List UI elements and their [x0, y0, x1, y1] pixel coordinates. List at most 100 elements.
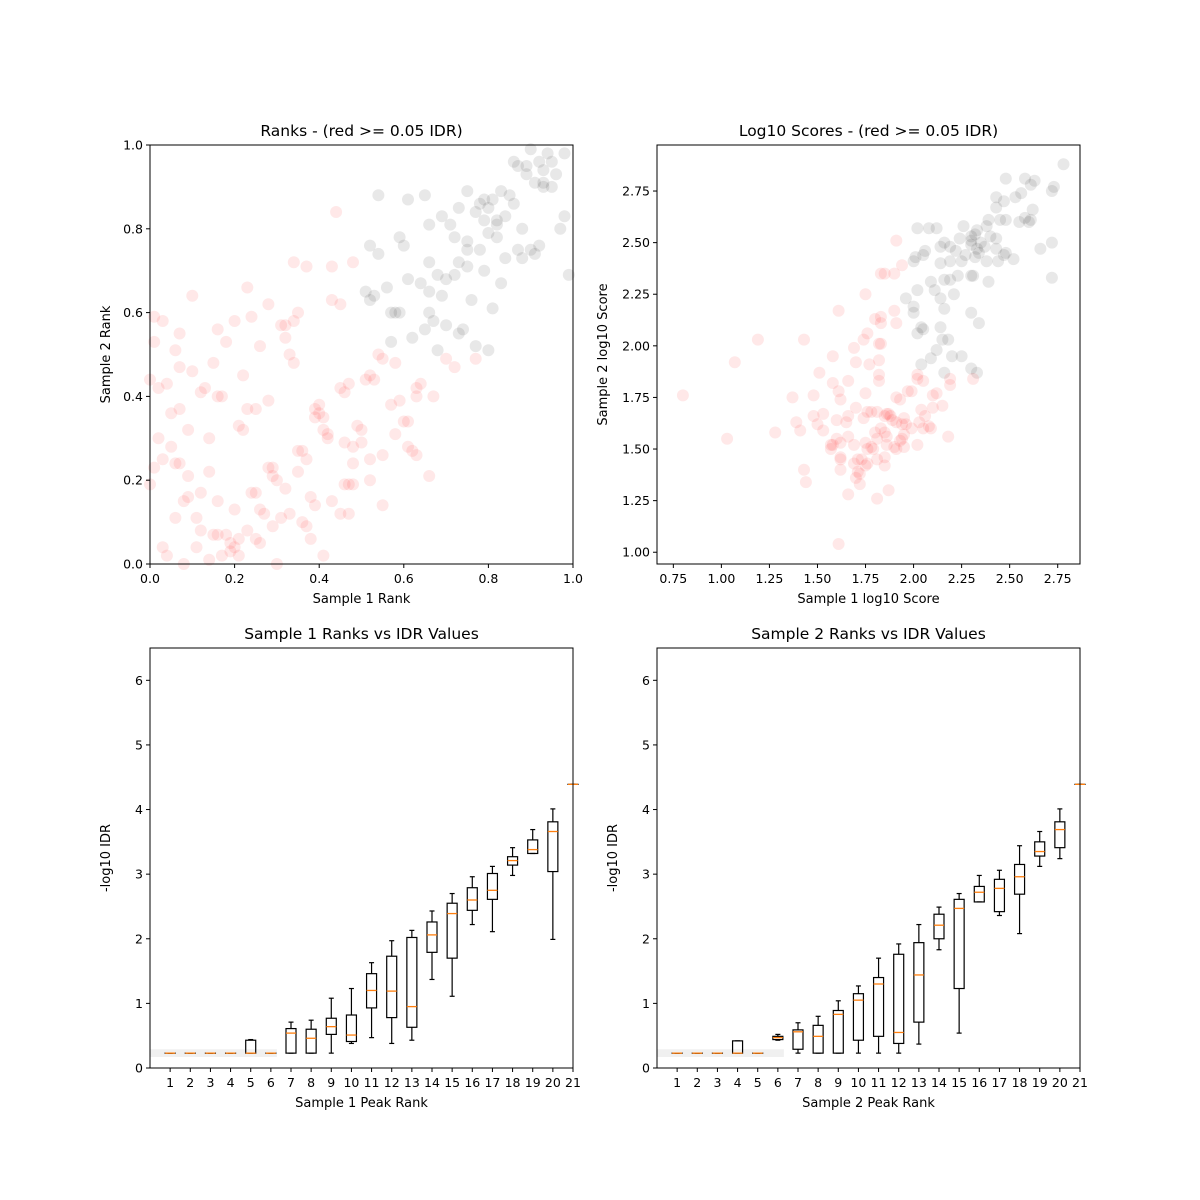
point-fail [169, 457, 182, 470]
point-pass [1019, 211, 1031, 224]
x-tick-label: 1.00 [707, 571, 735, 586]
point-fail [849, 471, 862, 484]
point-pass [473, 197, 486, 210]
point-pass [490, 218, 503, 231]
point-fail [834, 393, 847, 406]
point-fail [869, 313, 882, 325]
point-fail [292, 465, 304, 478]
point-fail [207, 356, 220, 369]
point-fail [347, 256, 359, 269]
y-tick-label: 1.0 [123, 138, 143, 153]
point-pass [911, 327, 924, 340]
point-fail [874, 317, 887, 330]
point-fail [245, 486, 258, 499]
x-tick-label: 0.0 [140, 571, 160, 586]
point-fail [402, 440, 414, 453]
point-fail [334, 298, 347, 311]
point-fail [894, 393, 907, 406]
point-fail [194, 486, 207, 499]
y-tick-label: 0 [642, 1061, 650, 1076]
point-fail [317, 549, 330, 562]
box-17 [486, 865, 499, 933]
point-pass [971, 366, 983, 379]
point-fail [848, 341, 860, 354]
point-pass [558, 210, 571, 223]
point-fail [165, 440, 178, 453]
point-fail [169, 511, 182, 524]
point-pass [1015, 187, 1028, 200]
x-tick-label: 0.2 [225, 571, 245, 586]
point-fail [211, 495, 224, 508]
box-19 [1034, 830, 1046, 868]
point-fail [211, 528, 224, 541]
y-tick-label: 3 [642, 867, 650, 882]
x-tick-label: 21 [1072, 1075, 1088, 1090]
point-fail [859, 288, 872, 301]
box-iqr [1034, 841, 1046, 857]
point-fail [857, 333, 870, 346]
point-pass [461, 243, 474, 256]
point-fail [842, 410, 855, 422]
point-pass [418, 323, 431, 336]
x-tick-label: 0.4 [309, 571, 329, 586]
subplot-1: 0.0 0.2 0.4 0.6 0.8 1.0 0.0 0.2 0.4 0.6 0.8 1.0 Rank… [99, 122, 583, 607]
point-fail [861, 443, 874, 455]
point-fail [190, 541, 203, 554]
x-tick-label: 5 [247, 1075, 255, 1090]
box-iqr [285, 1027, 297, 1054]
point-pass [478, 264, 491, 277]
point-fail [896, 432, 908, 445]
point-pass [469, 340, 482, 353]
point-pass [524, 243, 537, 256]
point-fail [942, 430, 955, 443]
point-pass [938, 236, 951, 249]
box-17 [993, 869, 1006, 917]
point-fail [364, 369, 376, 382]
x-tick-label: 8 [307, 1075, 315, 1090]
point-pass [499, 210, 512, 223]
point-pass [1045, 236, 1058, 249]
point-fail [317, 423, 330, 436]
point-pass [418, 189, 431, 202]
point-fail [334, 382, 347, 394]
x-tick-label: 15 [444, 1075, 460, 1090]
point-fail [799, 476, 812, 489]
point-fail [751, 333, 764, 346]
point-fail [224, 537, 237, 549]
point-pass [490, 231, 503, 244]
point-fail [376, 352, 389, 365]
point-pass [919, 244, 932, 257]
point-fail [721, 432, 734, 445]
point-fail [393, 394, 406, 407]
point-pass [965, 269, 978, 282]
x-tick-label: 21 [565, 1075, 581, 1090]
box-8 [305, 1019, 317, 1054]
box-20 [547, 808, 559, 941]
point-pass [397, 239, 410, 252]
point-fail [824, 443, 837, 455]
point-fail [794, 424, 807, 437]
point-fail [886, 414, 899, 427]
point-pass [359, 285, 372, 298]
point-pass [486, 193, 499, 206]
x-tick-label: 17 [991, 1075, 1007, 1090]
point-pass [423, 306, 436, 319]
point-fail [878, 451, 891, 464]
point-pass [911, 222, 924, 235]
x-tick-label: 8 [814, 1075, 822, 1090]
box-iqr [386, 955, 398, 1019]
point-pass [965, 362, 978, 375]
point-pass [899, 292, 912, 305]
point-pass [928, 284, 941, 297]
point-fail [300, 520, 313, 533]
point-pass [972, 317, 985, 330]
point-pass [507, 155, 520, 168]
box-iqr [792, 1029, 804, 1050]
x-tick-label: 6 [774, 1075, 782, 1090]
y-tick-label: 5 [135, 737, 143, 752]
box-iqr [1013, 863, 1026, 895]
point-fail [355, 436, 368, 449]
point-fail [878, 267, 891, 280]
point-fail [798, 333, 810, 346]
point-fail [309, 411, 321, 424]
